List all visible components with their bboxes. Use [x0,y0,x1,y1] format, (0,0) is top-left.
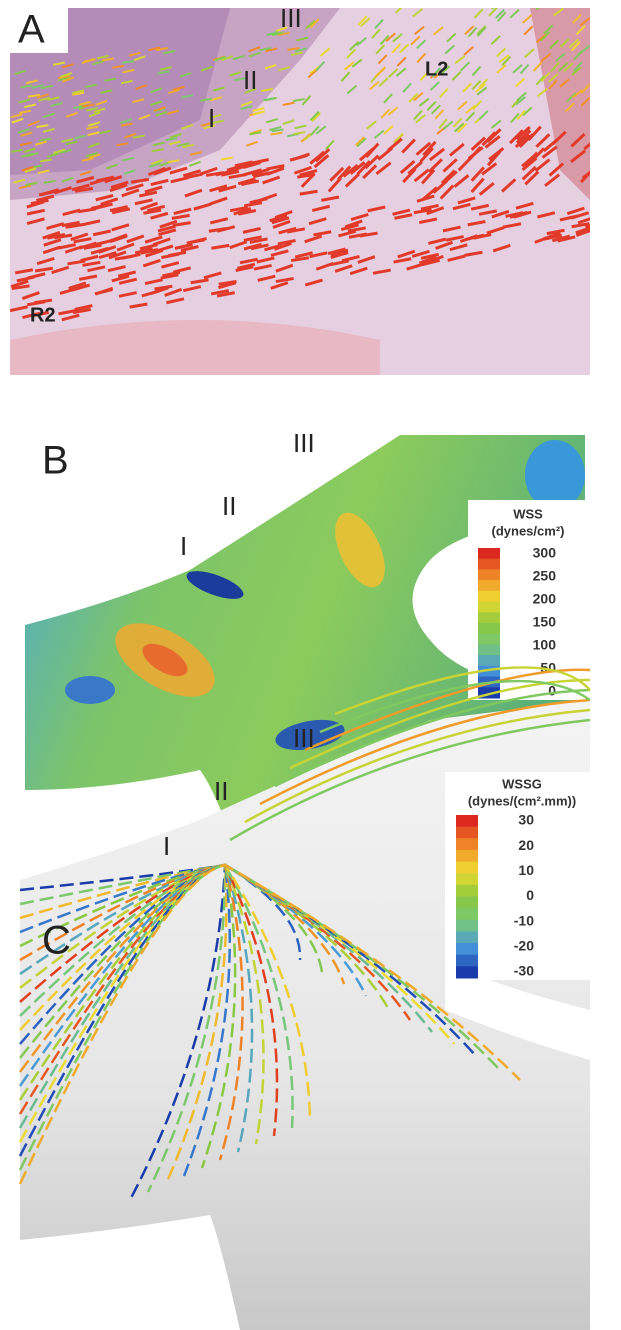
legend-tick-label: -20 [514,938,534,954]
panel-label: A [18,8,45,52]
colorbar-segment [456,943,478,955]
legend-tick-label: 0 [526,887,534,903]
legend-title: WSS [513,506,543,521]
figure: A I II III L2 R2 B I II III WSS (dynes/c… [0,0,621,1330]
legend-tick-label: 10 [518,862,534,878]
panel-label: C [42,919,71,963]
annotation: III [280,3,302,33]
colorbar-segment [456,885,478,897]
colorbar-segment [478,634,500,645]
colorbar-segment [478,559,500,570]
legend-tick-label: -30 [514,963,534,979]
annotation: I [208,103,215,133]
colorbar-segment [478,655,500,666]
panel-label: B [42,439,69,483]
colorbar-segment [478,644,500,655]
legend-tick-label: 150 [533,614,557,630]
annotation: III [293,428,315,458]
legend-unit: (dynes/(cm².mm)) [468,793,576,808]
colorbar-segment [456,850,478,862]
colorbar-segment [478,602,500,613]
legend-tick-label: 250 [533,568,557,584]
legend-tick-label: 300 [533,545,557,561]
contour [525,440,585,510]
contour [65,676,115,704]
flow-vector [545,0,554,4]
colorbar-segment [456,955,478,967]
colorbar-segment [478,548,500,559]
histology-image [10,0,603,375]
colorbar-segment [478,580,500,591]
annotation: III [293,723,315,753]
colorbar-segment [478,569,500,580]
legend-unit: (dynes/cm²) [492,523,565,538]
flow-vector [548,0,557,6]
colorbar-segment [456,931,478,943]
colorbar-segment [456,838,478,850]
annotation: I [180,531,187,561]
colorbar-segment [456,966,478,978]
flow-vector [574,0,583,3]
legend-tick-label: -10 [514,912,534,928]
annotation: II [243,65,257,95]
legend-tick-label: 30 [518,812,534,828]
colorbar-segment [456,827,478,839]
colorbar-segment [456,862,478,874]
flow-vector [492,1,501,9]
annotation: II [222,491,236,521]
flow-vector [503,0,512,4]
colorbar-segment [456,815,478,827]
colorbar-segment [456,920,478,932]
colorbar-segment [478,623,500,634]
colorbar-segment [456,897,478,909]
colorbar-segment [456,908,478,920]
annotation: L2 [425,58,448,80]
annotation: II [214,776,228,806]
legend-tick-label: 200 [533,591,557,607]
legend-tick-label: 100 [533,637,557,653]
annotation: I [163,831,170,861]
colorbar-segment [478,612,500,623]
legend-tick-label: 20 [518,837,534,853]
colorbar-segment [456,873,478,885]
colorbar-segment [478,591,500,602]
legend-title: WSSG [502,776,542,791]
annotation: R2 [30,304,56,326]
